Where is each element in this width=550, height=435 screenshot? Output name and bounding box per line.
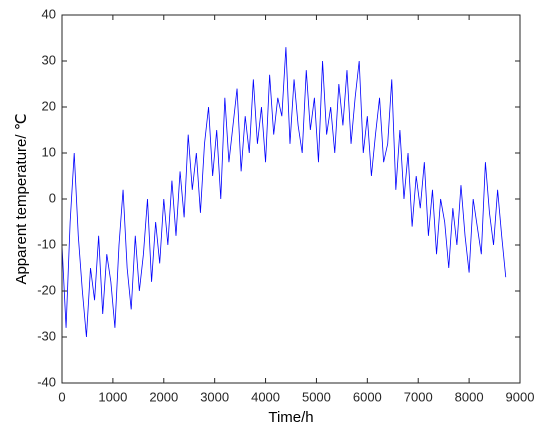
x-tick-label: 5000	[302, 389, 331, 404]
x-tick-label: 2000	[149, 389, 178, 404]
y-axis-title: Apparent temperature/ ℃	[13, 113, 30, 284]
x-axis-title: Time/h	[268, 409, 313, 426]
x-tick-label: 0	[58, 389, 65, 404]
x-tick-label: 9000	[506, 389, 535, 404]
x-tick-label: 6000	[353, 389, 382, 404]
y-tick-label: 20	[42, 98, 56, 113]
data-line	[61, 47, 507, 338]
y-tick-label: 40	[42, 6, 56, 21]
y-tick-label: -20	[37, 282, 56, 297]
y-tick-label: -40	[37, 374, 56, 389]
y-tick-label: -10	[37, 236, 56, 251]
x-tick-label: 8000	[455, 389, 484, 404]
x-tick-label: 1000	[98, 389, 127, 404]
y-tick-label: 0	[49, 190, 56, 205]
x-tick-label: 7000	[404, 389, 433, 404]
y-tick-label: -30	[37, 328, 56, 343]
x-tick-label: 3000	[200, 389, 229, 404]
y-tick-label: 10	[42, 144, 56, 159]
plot-frame	[61, 14, 521, 384]
y-tick-label: 30	[42, 52, 56, 67]
x-tick-label: 4000	[251, 389, 280, 404]
